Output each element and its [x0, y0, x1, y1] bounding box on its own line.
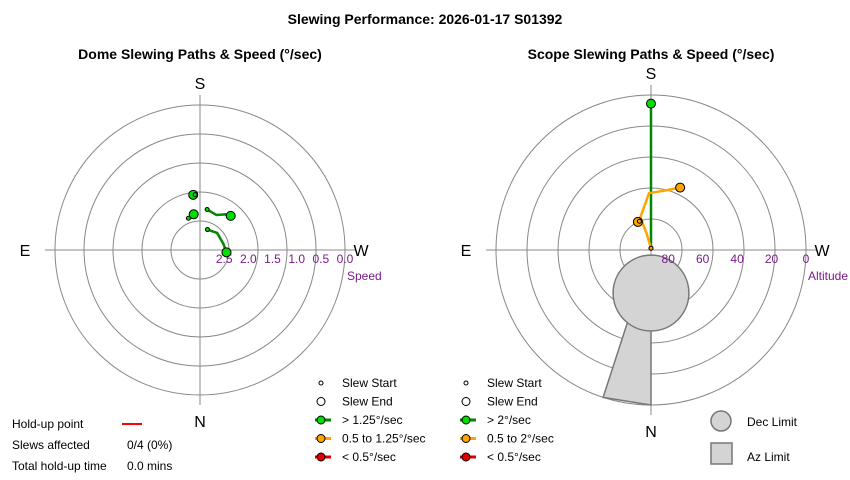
legend-label: Slew Start: [487, 376, 542, 390]
legend-end-swatch: [461, 397, 471, 406]
slew-path-series: [204, 207, 236, 221]
legend-label: > 1.25°/sec: [342, 413, 403, 427]
slew-path-line: [639, 186, 681, 249]
slew-path-point: [645, 232, 648, 235]
slew-start-marker: [636, 218, 642, 224]
legend-start-swatch: [318, 380, 324, 386]
radial-tick-label: 80: [662, 252, 676, 266]
compass-east-label: E: [20, 243, 31, 260]
slew-start-marker: [648, 245, 654, 251]
legend-end-swatch: [316, 397, 326, 406]
slew-path-point: [215, 231, 219, 235]
legend-label: < 0.5°/sec: [487, 450, 541, 464]
slew-path-point: [649, 171, 653, 174]
radial-tick-label: 20: [765, 252, 779, 266]
radial-tick-label: 0: [803, 252, 810, 266]
slew-path-point: [215, 213, 218, 217]
dome-legend: Slew Start Slew End > 1.25°/sec 0.5 to 1.25…: [315, 376, 426, 464]
slew-path-point: [665, 188, 669, 192]
compass-south-label: S: [195, 76, 206, 93]
holdup-time-label: Total hold-up time: [12, 459, 107, 473]
slew-start-marker: [192, 192, 198, 198]
slew-end-marker: [675, 182, 686, 193]
legend-label: Slew End: [342, 395, 393, 409]
slew-path-point: [649, 222, 653, 226]
radial-tick-label: 1.5: [264, 252, 281, 266]
radial-tick-label: 2.0: [240, 252, 257, 266]
legend-medium-swatch: [316, 434, 326, 443]
slew-path-point: [222, 242, 225, 245]
legend-fast-swatch: [461, 415, 471, 425]
slew-path-series: [188, 189, 199, 200]
az-limit-label: Az Limit: [747, 450, 790, 464]
legend-fast-swatch: [316, 415, 326, 425]
holdup-stats: Hold-up point Slews affected 0/4 (0%) To…: [12, 417, 172, 473]
slew-path-series: [646, 98, 656, 251]
legend-label: > 2°/sec: [487, 413, 531, 427]
compass-south-label: S: [646, 66, 657, 83]
radial-tick-label: 60: [696, 252, 710, 266]
dec-limit-label: Dec Limit: [747, 415, 798, 429]
slew-path-point: [223, 213, 227, 216]
slews-affected-label: Slews affected: [12, 438, 90, 452]
radial-tick-label: 0.0: [337, 252, 354, 266]
figure-title: Slewing Performance: 2026-01-17 S01392: [288, 11, 563, 27]
dec-limit-swatch: [710, 410, 732, 432]
limits-legend: Dec Limit Az Limit: [710, 410, 798, 465]
slew-end-marker: [221, 247, 232, 258]
compass-west-label: W: [814, 243, 830, 260]
legend-label: Slew End: [487, 395, 538, 409]
scope-polar-chart: 80 60 40 20 0 Altitude S N E W: [461, 66, 849, 441]
slew-path-series: [204, 227, 232, 258]
radial-tick-label: 40: [730, 252, 744, 266]
legend-medium-swatch: [461, 434, 471, 443]
radial-axis-label: Speed: [347, 269, 382, 283]
legend-label: 0.5 to 1.25°/sec: [342, 432, 426, 446]
dec-limit-region: [612, 254, 690, 332]
legend-label: Slew Start: [342, 376, 397, 390]
compass-west-label: W: [353, 243, 369, 260]
slew-path-point: [647, 192, 651, 195]
az-limit-swatch: [710, 442, 733, 465]
slew-end-marker: [188, 209, 199, 220]
slew-start-marker: [204, 207, 210, 213]
legend-start-swatch: [463, 380, 469, 386]
legend-label: 0.5 to 2°/sec: [487, 432, 554, 446]
scope-legend: Slew Start Slew End > 2°/sec 0.5 to 2°/sec <…: [460, 376, 554, 464]
scope-chart-title: Scope Slewing Paths & Speed (°/sec): [528, 46, 775, 62]
compass-east-label: E: [461, 243, 472, 260]
slew-path-point: [649, 197, 653, 200]
holdup-time-value: 0.0 mins: [127, 459, 172, 473]
radial-tick-labels: 80 60 40 20 0: [662, 252, 810, 266]
slew-start-marker: [185, 215, 191, 221]
compass-north-label: N: [645, 424, 657, 441]
slew-path-point: [649, 145, 653, 148]
slew-start-marker: [204, 227, 210, 233]
slew-end-marker: [646, 98, 656, 109]
compass-north-label: N: [194, 414, 206, 431]
dome-chart-title: Dome Slewing Paths & Speed (°/sec): [78, 46, 322, 62]
slew-path-series: [632, 216, 643, 227]
slew-end-marker: [225, 210, 236, 221]
slews-affected-value: 0/4 (0%): [127, 438, 172, 452]
radial-tick-labels: 2.5 2.0 1.5 1.0 0.5 0.0: [216, 252, 354, 266]
radial-axis-label: Altitude: [808, 269, 848, 283]
radial-tick-label: 0.5: [312, 252, 329, 266]
slew-path-series: [185, 209, 199, 221]
radial-tick-label: 1.0: [288, 252, 305, 266]
holdup-label: Hold-up point: [12, 417, 84, 431]
legend-slow-swatch: [316, 452, 326, 462]
legend-label: < 0.5°/sec: [342, 450, 396, 464]
legend-slow-swatch: [461, 452, 471, 462]
slew-path-series: [639, 182, 686, 251]
